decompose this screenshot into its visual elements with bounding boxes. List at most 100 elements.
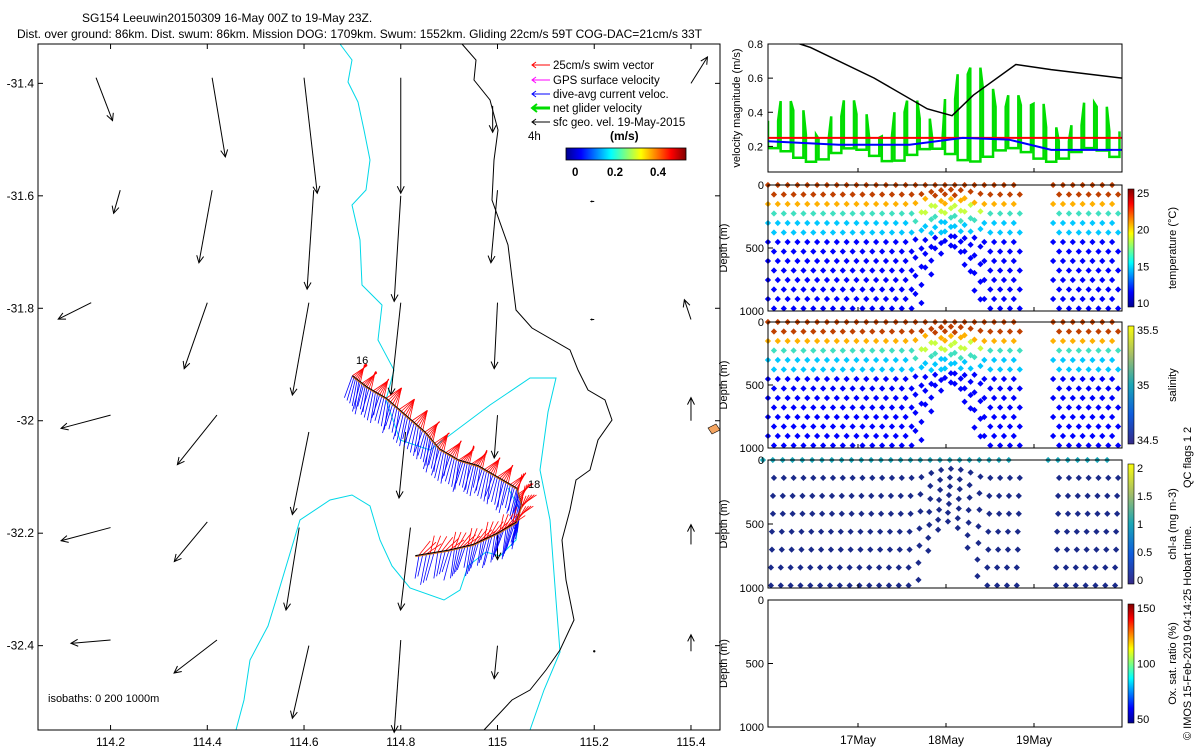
temperature-section-point [794, 295, 801, 303]
temperature-section-point [839, 286, 846, 293]
salinity-section-point [800, 366, 807, 373]
salinity-section-point [843, 375, 850, 383]
chla-section-colorbar-tick-1: 1.5 [1137, 491, 1152, 503]
salinity-section-point [1105, 347, 1112, 354]
swim-vector-26 [403, 398, 415, 414]
salinity-section-point [898, 423, 905, 430]
chla-section-point [1113, 546, 1120, 553]
temperature-section-point [1050, 295, 1057, 303]
chla-section-point [836, 564, 843, 571]
salinity-section-point [879, 423, 886, 430]
temperature-section-point [951, 233, 958, 240]
salinity-section-colorbar-tick-0: 35.5 [1137, 325, 1158, 337]
geo-vector-34 [390, 639, 402, 734]
temperature-section-point [1079, 219, 1086, 227]
dac-vector-8 [359, 385, 366, 410]
geo-vector-26-head [173, 553, 182, 563]
temperature-section-point [1065, 229, 1073, 236]
salinity-section-point [820, 423, 827, 430]
temperature-section-point [790, 191, 797, 198]
temperature-section-point [1085, 229, 1092, 236]
temperature-section-point [1059, 276, 1067, 284]
temperature-section-point [1095, 191, 1102, 198]
salinity-section-point [800, 423, 807, 430]
temperature-section-point [888, 191, 896, 198]
chla-section-point [876, 582, 883, 589]
swim-vector-59 [469, 445, 474, 464]
temperature-section-point [1056, 210, 1063, 217]
temperature-section-point [859, 267, 866, 274]
dac-vector-9 [362, 386, 368, 413]
geo-vector-7-shaft [198, 190, 213, 263]
temperature-section-point [1069, 257, 1076, 265]
temperature-section-point [853, 276, 860, 284]
dac-vector-46 [434, 450, 442, 479]
temperature-section-point [957, 217, 964, 225]
swim-vector-110 [491, 521, 504, 536]
geo-vector-8-shaft [306, 190, 315, 290]
swim-vector-31 [413, 410, 428, 423]
chla-section-point [768, 546, 776, 553]
chla-section-point [1104, 492, 1111, 499]
track-line [352, 375, 523, 557]
salinity-section-point [853, 394, 860, 402]
salinity-section-point [951, 360, 958, 367]
swim-vector-112 [486, 521, 494, 539]
geo-vector-dot-36 [593, 650, 596, 653]
temperature-section-point [918, 190, 925, 198]
temperature-section-point [774, 276, 781, 284]
temperature-section-point [898, 210, 905, 217]
salinity-section-point [784, 337, 791, 345]
salinity-section-point [1115, 347, 1122, 354]
geo-vector-5-shaft [690, 56, 708, 84]
temperature-section-point [780, 267, 787, 274]
velocity-plot-area [768, 44, 1122, 164]
salinity-section-point [1016, 404, 1023, 411]
salinity-section-point [928, 339, 935, 346]
temperature-section-point [902, 295, 909, 303]
temperature-section-point [1085, 210, 1092, 217]
salinity-section-point [977, 398, 984, 405]
dac-vector-51 [444, 456, 453, 482]
chla-section-point [898, 474, 905, 482]
temperature-section-point [1000, 238, 1008, 246]
temperature-section-point [922, 250, 929, 257]
temperature-section-point [971, 252, 978, 259]
salinity-section-point [938, 387, 945, 394]
temperature-section-point [898, 286, 905, 293]
temperature-section-point [1065, 267, 1073, 274]
salinity-section-point [823, 394, 831, 402]
salinity-section-point [770, 404, 778, 411]
geo-vector-8-head [303, 281, 312, 291]
salinity-section-point [1065, 423, 1073, 430]
temperature-section-colorbar-tick-0: 25 [1137, 188, 1149, 200]
temperature-section-point [1099, 257, 1106, 265]
velocity-ylabel: velocity magnitude (m/s) [731, 48, 743, 167]
chla-section-point [1103, 528, 1110, 535]
legend-net-arrow-icon [530, 103, 538, 113]
temperature-section-point [1109, 200, 1116, 208]
salinity-section-point [814, 394, 821, 402]
chla-section-point [1114, 492, 1121, 499]
temperature-section-point [997, 229, 1004, 236]
temperature-section-point [839, 229, 846, 236]
chla-section-point [967, 469, 974, 476]
temperature-section-point [941, 219, 949, 226]
temperature-section-point [1099, 238, 1106, 246]
salinity-section-point [810, 385, 817, 392]
salinity-section-point [839, 385, 846, 392]
isobath-200m-line [339, 43, 561, 731]
salinity-section-point [981, 432, 988, 440]
temperature-section-point [823, 276, 831, 284]
chla-section-point [1083, 528, 1090, 535]
track-label-18: 18 [528, 479, 540, 491]
dac-vector-40 [423, 439, 432, 470]
salinity-section-point [863, 432, 870, 440]
temperature-section-point [1050, 276, 1057, 284]
chla-section-point [1104, 510, 1111, 517]
salinity-section-point [814, 375, 821, 383]
temperature-section-point [922, 223, 929, 230]
map-xtick-label-1: 114.4 [193, 735, 222, 749]
salinity-section-point [810, 366, 817, 373]
temperature-section-point [938, 187, 945, 194]
